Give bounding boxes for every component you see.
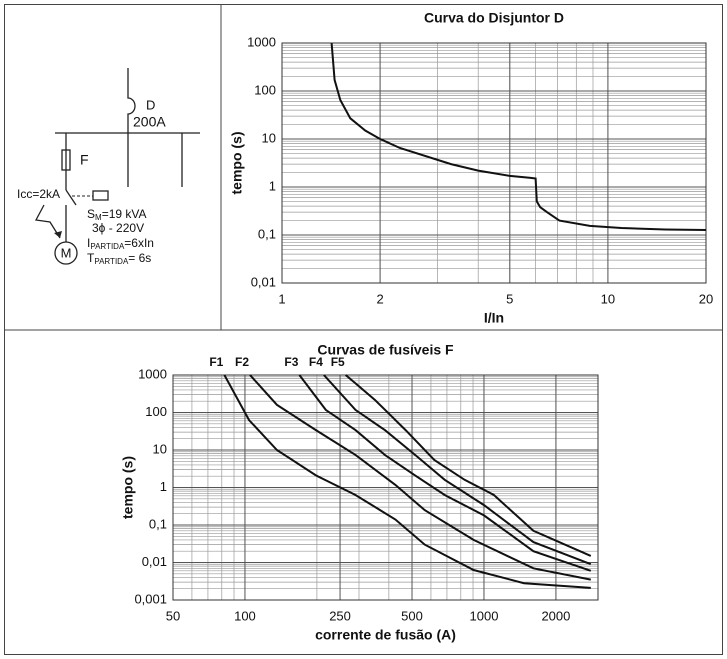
x-axis-label: I/In — [484, 310, 504, 326]
breaker-rating: 200A — [133, 114, 166, 130]
subscript: PARTIDA — [94, 257, 129, 266]
symbol: S — [87, 207, 95, 221]
y-tick-label: 1000 — [138, 366, 167, 381]
symbol: I — [87, 236, 90, 250]
x-tick-label: 20 — [699, 291, 713, 306]
relay — [92, 190, 109, 201]
curve — [323, 374, 592, 566]
value: = 6s — [128, 251, 151, 265]
series-label: F4 — [309, 355, 323, 369]
subscript: PARTIDA — [90, 242, 125, 251]
y-tick-label: 1 — [160, 479, 167, 494]
y-tick-label: 0,1 — [149, 516, 167, 531]
fuse-name: F — [80, 152, 89, 168]
y-tick-label: 0,001 — [134, 591, 167, 606]
curve — [330, 42, 707, 231]
breaker-line — [127, 68, 136, 187]
y-tick-label: 1000 — [247, 34, 276, 49]
start-current: IPARTIDA=6xIn — [87, 236, 154, 251]
fuse — [61, 149, 71, 171]
x-tick-label: 50 — [166, 608, 180, 623]
x-tick-label: 500 — [401, 608, 423, 623]
motor-label: M — [61, 245, 72, 260]
curve — [298, 374, 592, 572]
y-tick-label: 10 — [262, 130, 276, 145]
chart-title: Curvas de fusíveis F — [317, 342, 454, 358]
value: =6xIn — [124, 236, 154, 250]
series-label: F5 — [331, 355, 345, 369]
series-label: F1 — [209, 355, 223, 369]
series-label: F2 — [235, 355, 249, 369]
y-tick-label: 10 — [153, 441, 167, 456]
breaker-name: D — [146, 97, 155, 112]
y-tick-label: 100 — [145, 404, 167, 419]
start-time: TPARTIDA= 6s — [87, 251, 151, 266]
y-axis-label: tempo (s) — [229, 132, 245, 195]
x-tick-label: 2000 — [541, 608, 570, 623]
plot-frame — [281, 42, 707, 284]
motor — [54, 241, 78, 265]
x-tick-label: 250 — [329, 608, 351, 623]
chart: 0,001 0,01 0,1 1 10 100 1000 50 100 250 500 1000 200… — [120, 342, 599, 643]
plot-frame — [172, 374, 599, 601]
x-axis-label: corrente de fusão (A) — [315, 627, 456, 643]
supply: 3ϕ - 220V — [92, 221, 144, 235]
x-tick-label: 2 — [376, 291, 383, 306]
motor-power: SM=19 kVA — [87, 207, 147, 222]
x-tick-label: 1 — [278, 291, 285, 306]
value: =19 kVA — [102, 207, 147, 221]
switch — [65, 189, 77, 206]
y-tick-label: 1 — [269, 178, 276, 193]
y-tick-label: 0,1 — [258, 226, 276, 241]
curve — [345, 374, 592, 557]
y-tick-label: 0,01 — [142, 554, 167, 569]
circuit-diagram: M D 200A F Icc=2kA SM=19 kVA 3ϕ - 220V I… — [17, 68, 200, 266]
chart-title: Curva do Disjuntor D — [424, 10, 564, 26]
y-tick-label: 0,01 — [251, 274, 276, 289]
fault-arrow — [34, 204, 61, 239]
x-tick-label: 10 — [601, 291, 615, 306]
subscript: M — [95, 213, 102, 222]
x-tick-label: 100 — [234, 608, 256, 623]
curve — [249, 374, 591, 581]
x-tick-label: 5 — [506, 291, 513, 306]
symbol: T — [87, 251, 95, 265]
curve — [223, 374, 591, 589]
arrow-head — [54, 231, 62, 238]
y-axis-label: tempo (s) — [120, 456, 136, 519]
chart: 0,01 0,1 1 10 100 1000 1 2 5 10 20 Curva do Disjunt… — [229, 10, 714, 326]
x-tick-label: 1000 — [470, 608, 499, 623]
series-label: F3 — [284, 355, 298, 369]
short-circuit: Icc=2kA — [17, 187, 60, 201]
y-tick-label: 100 — [254, 82, 276, 97]
